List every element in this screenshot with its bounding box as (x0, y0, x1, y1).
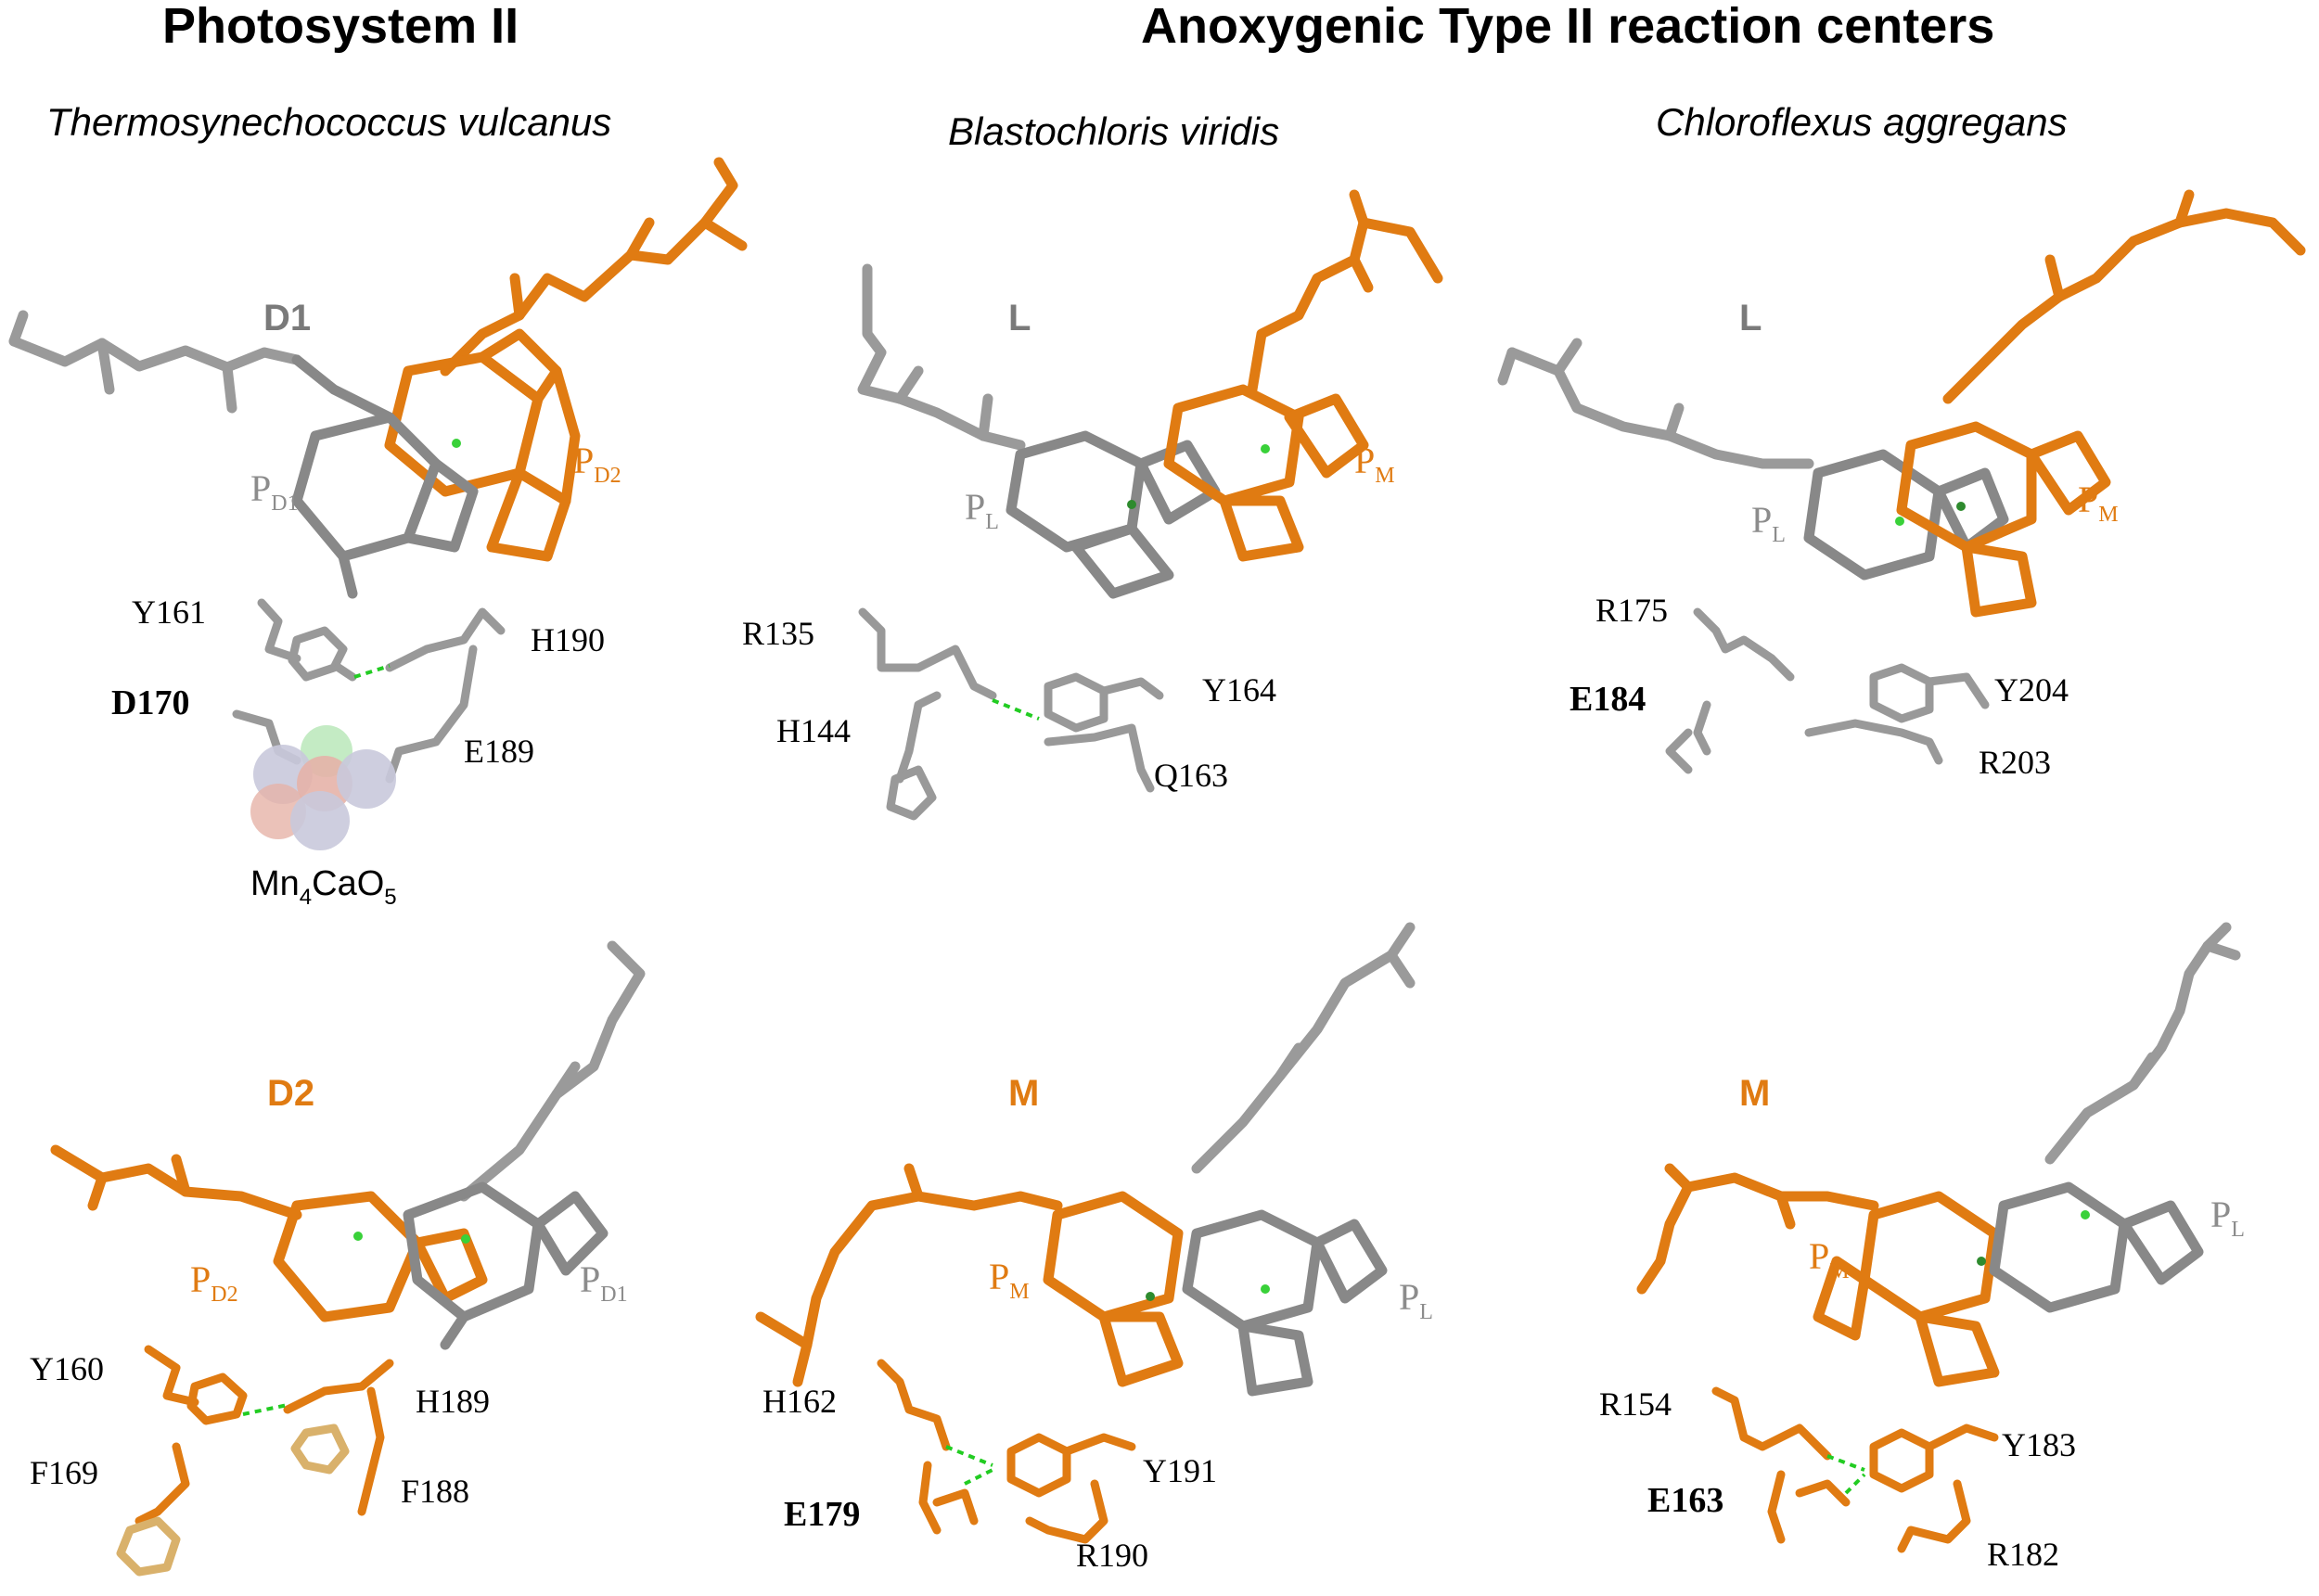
phenyl-rings-wheat (116, 1424, 350, 1577)
phytol-tail-orange-bv (1247, 189, 1443, 395)
phytol-tail-grey-bv-m (1191, 922, 1416, 1174)
chain-label-d1: D1 (263, 298, 311, 338)
residue-label-h189: H189 (416, 1383, 490, 1420)
chain-label-ca-l: L (1739, 298, 1762, 338)
residue-label-r135: R135 (742, 615, 814, 652)
residue-label-r182: R182 (1987, 1536, 2059, 1573)
residue-label-y164: Y164 (1202, 671, 1276, 709)
phytol-tail-grey-bv (857, 263, 1026, 451)
bacteriochlorophyll-pl (1006, 430, 1221, 599)
bacteriochlorophyll-pm (1163, 384, 1369, 562)
structure-d2: D2 PD2 PD1 Y160 H189 F169 F188 (30, 940, 646, 1577)
bacteriochlorophyll-pl-ca (1803, 449, 2009, 581)
chlorophyll-pd1 (291, 354, 479, 599)
pigment-label-bv-pm-bottom: PM (989, 1256, 1030, 1304)
pigment-label-ca-pl: PL (1751, 499, 1786, 547)
residue-label-y204: Y204 (1994, 671, 2069, 709)
cluster-label-mn4cao5: Mn4CaO5 (250, 864, 397, 910)
residue-label-f188: F188 (401, 1473, 469, 1510)
residue-label-r203: R203 (1979, 744, 2051, 781)
hbond-e163-y183 (1844, 1473, 1866, 1495)
species-label-1: Thermosynechococcus vulcanus (46, 100, 611, 144)
bacteriochlorophyll-pl-bottom (1182, 1209, 1388, 1397)
hbond-e179-y191 (964, 1468, 993, 1486)
residue-label-d170: D170 (111, 683, 189, 722)
residue-label-r154: R154 (1599, 1385, 1672, 1423)
pigment-label-bv-pl: PL (965, 486, 999, 534)
pigment-label-pd2: PD2 (573, 440, 621, 488)
residue-label-e179: E179 (784, 1495, 860, 1534)
phytol-tail-orange-bv-m (755, 1163, 1063, 1387)
phytol-tail-grey-d2 (458, 940, 646, 1202)
residue-sticks-ca (1665, 607, 1990, 774)
mn4cao5-cluster (250, 725, 396, 850)
chain-label-bv-l: L (1008, 298, 1031, 338)
chain-label-d2: D2 (267, 1073, 314, 1114)
phytol-tail-orange (440, 157, 748, 377)
structure-ca-m: M PM PL R154 Y183 E163 R182 (1599, 922, 2245, 1573)
phytol-tail-grey-ca (1497, 338, 1814, 469)
chlorophyll-pd1-d2 (403, 1181, 609, 1350)
pigment-label-pd2-bottom: PD2 (190, 1258, 238, 1307)
residue-label-y160: Y160 (30, 1350, 104, 1387)
chlorophyll-pd2 (384, 328, 581, 562)
phytol-tail-orange-ca-m (1636, 1163, 1879, 1295)
bacteriochlorophyll-pm-ca (1896, 421, 2111, 618)
residue-label-f169: F169 (30, 1454, 98, 1491)
hbond-h162-y191 (945, 1445, 993, 1467)
residue-label-r190: R190 (1076, 1537, 1148, 1574)
phytol-tail-grey-ca-m (2044, 922, 2241, 1165)
heading-photosystem: Photosystem II (162, 0, 519, 54)
chain-label-bv-m: M (1008, 1073, 1039, 1114)
residue-label-h190: H190 (531, 621, 605, 658)
residue-sticks-bv (858, 607, 1164, 821)
phytol-tail-orange-ca (1942, 189, 2306, 404)
heading-anoxygenic: Anoxygenic Type II reaction centers (1141, 0, 1994, 54)
pigment-label-bv-pl-bottom: PL (1399, 1276, 1433, 1324)
hbond-r154-y183 (1826, 1454, 1865, 1472)
residue-sticks-ca-m (1711, 1386, 1999, 1553)
pigment-label-bv-pm: PM (1354, 440, 1395, 488)
pigment-label-pd1-bottom: PD1 (580, 1258, 628, 1307)
residue-sticks-d1 (232, 598, 506, 784)
hbond-y161-h190 (353, 664, 391, 679)
residue-label-e184: E184 (1569, 680, 1646, 719)
bacteriochlorophyll-pm-bottom (1043, 1191, 1184, 1387)
phytol-tail-grey (8, 310, 302, 414)
bacteriochlorophyll-pm-ca-m (1813, 1191, 2000, 1387)
phytol-tail-orange-d2 (50, 1144, 302, 1220)
pigment-label-pd1: PD1 (250, 467, 299, 516)
pigment-label-ca-pm: PM (2078, 479, 2119, 527)
residue-label-e163: E163 (1647, 1481, 1723, 1520)
residue-label-h144: H144 (776, 712, 851, 749)
species-label-3: Chloroflexus aggregans (1656, 100, 2068, 144)
pigment-label-ca-pm-bottom: PM (1809, 1235, 1850, 1283)
residue-label-y191: Y191 (1143, 1452, 1217, 1489)
structure-bv-m: M PM PL H162 Y191 E179 R190 (755, 922, 1433, 1574)
residue-label-h162: H162 (762, 1383, 837, 1420)
residue-label-q163: Q163 (1154, 757, 1228, 794)
species-label-2: Blastochloris viridis (948, 109, 1279, 153)
bacteriochlorophyll-pl-ca-m (1989, 1181, 2204, 1313)
structure-d1: D1 PD1 PD2 Y161 H190 D170 E189 Mn4CaO5 (8, 157, 748, 910)
residue-label-e189: E189 (464, 733, 534, 770)
residue-label-y161: Y161 (132, 594, 206, 631)
hbond-y160-h189 (242, 1403, 288, 1416)
chain-label-ca-m: M (1739, 1073, 1770, 1114)
pigment-label-ca-pl-bottom: PL (2210, 1194, 2245, 1242)
chlorophyll-pd2-d2 (273, 1191, 488, 1322)
residue-sticks-bv-m (877, 1359, 1136, 1544)
structure-bv-l: L PL PM R135 Y164 H144 Q163 (742, 189, 1443, 821)
residue-label-y183: Y183 (2002, 1426, 2076, 1463)
residue-sticks-d2 (135, 1345, 394, 1526)
residue-label-r175: R175 (1595, 592, 1668, 629)
structure-ca-l: L PL PM R175 E184 Y204 R203 (1497, 189, 2306, 781)
hbond-r135-y164 (992, 698, 1040, 721)
